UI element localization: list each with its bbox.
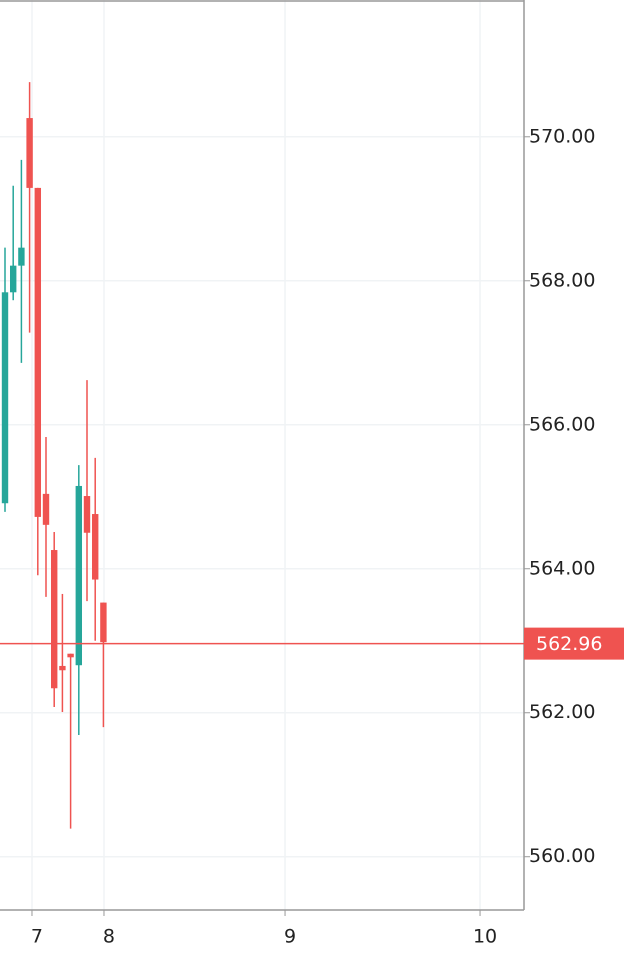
candle-body: [92, 514, 99, 580]
candle-body: [75, 485, 83, 666]
candle-body: [42, 493, 50, 525]
x-tick-label: 7: [31, 926, 43, 948]
candle-body: [34, 187, 42, 517]
y-tick-label: 568.00: [529, 269, 595, 291]
candle-body: [1, 292, 9, 504]
x-tick-label: 9: [284, 926, 296, 948]
y-tick-label: 562.00: [529, 701, 595, 723]
candle-body: [51, 550, 58, 689]
x-tick-label: 10: [473, 926, 497, 948]
candle-body: [67, 653, 74, 658]
candle-body: [10, 265, 17, 293]
last-price-badge: [524, 627, 624, 660]
x-tick-label: 8: [103, 926, 115, 948]
candle-body: [18, 247, 25, 266]
last-price-label: 562.96: [536, 633, 602, 655]
y-tick-label: 570.00: [529, 125, 595, 147]
y-tick-label: 566.00: [529, 413, 595, 435]
candle-body: [59, 665, 66, 671]
candle-body: [26, 118, 33, 188]
candle-body: [100, 602, 107, 643]
y-tick-label: 560.00: [529, 845, 595, 867]
y-tick-label: 564.00: [529, 557, 595, 579]
candle-body: [83, 496, 91, 533]
